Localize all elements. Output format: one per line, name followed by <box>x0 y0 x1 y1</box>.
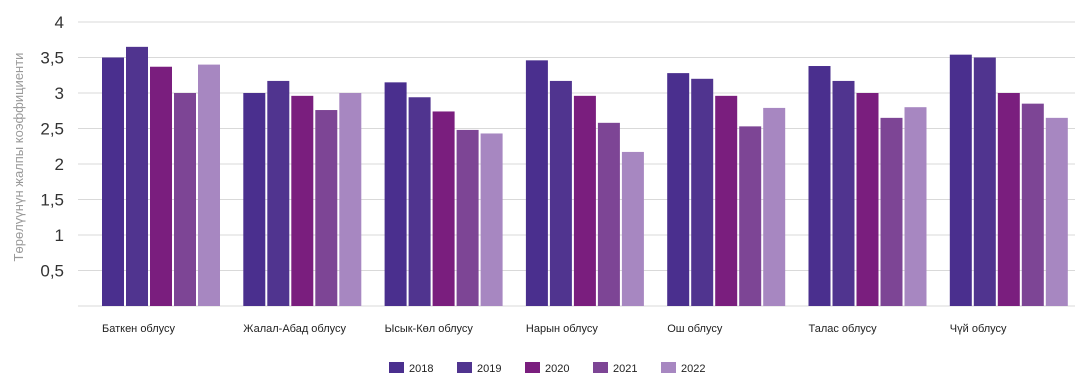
category-label: Чүй облусу <box>950 323 1007 335</box>
bar <box>243 93 266 306</box>
y-tick-label: 1,5 <box>40 191 64 210</box>
y-tick-label: 4 <box>55 13 64 32</box>
bar <box>126 46 148 306</box>
bar <box>973 57 996 306</box>
y-tick-label: 0,5 <box>40 262 64 281</box>
legend: 2018 2019 2020 2021 2022 <box>389 362 705 375</box>
bar <box>480 133 503 306</box>
bar <box>456 129 479 306</box>
bar <box>198 64 220 306</box>
bar <box>1021 103 1044 307</box>
y-axis-label: Төрөлүүнүн жалпы коэффициенти <box>11 53 26 262</box>
category-label: Нарын облусу <box>526 323 598 335</box>
bar <box>715 95 738 306</box>
y-tick-label: 3 <box>55 84 64 103</box>
y-axis-ticks: 0,5 1 1,5 2 2,5 3 3,5 4 <box>40 13 64 281</box>
bar <box>408 97 431 306</box>
bar <box>997 93 1020 306</box>
legend-swatch <box>525 362 540 373</box>
legend-swatch <box>389 362 404 373</box>
bar <box>432 111 455 307</box>
bar <box>174 93 196 306</box>
bar <box>315 110 338 306</box>
bar <box>880 117 903 306</box>
y-tick-label: 2,5 <box>40 120 64 139</box>
bar <box>667 73 690 307</box>
category-label: Ош облусу <box>667 323 723 335</box>
legend-label: 2019 <box>477 363 501 375</box>
legend-label: 2018 <box>409 363 433 375</box>
legend-swatch <box>661 362 676 373</box>
bar <box>150 66 172 306</box>
legend-label: 2022 <box>681 363 705 375</box>
bar <box>691 78 714 306</box>
bar <box>384 82 407 306</box>
bar <box>832 80 855 307</box>
x-axis-categories: Баткен облусу Жалал-Абад облусу Ысык-Көл о… <box>102 323 1007 335</box>
bar <box>102 57 124 306</box>
category-label: Талас облусу <box>809 323 878 335</box>
bar <box>291 95 314 306</box>
legend-swatch <box>593 362 608 373</box>
y-tick-label: 3,5 <box>40 49 64 68</box>
bar <box>949 54 972 306</box>
bar <box>339 93 362 306</box>
y-tick-label: 2 <box>55 155 64 174</box>
bars <box>102 46 1068 307</box>
category-label: Баткен облусу <box>102 323 176 335</box>
legend-label: 2021 <box>613 363 637 375</box>
bar <box>808 66 831 307</box>
bar <box>904 107 927 306</box>
bar <box>267 80 290 307</box>
bar <box>573 95 596 306</box>
bar <box>549 80 572 307</box>
category-label: Жалал-Абад облусу <box>243 323 346 335</box>
bar <box>621 151 644 306</box>
legend-swatch <box>457 362 472 373</box>
bar <box>525 60 548 307</box>
y-tick-label: 1 <box>55 226 64 245</box>
legend-label: 2020 <box>545 363 569 375</box>
bar <box>739 126 762 307</box>
bar <box>597 122 620 306</box>
category-label: Ысык-Көл облусу <box>385 323 474 335</box>
bar <box>763 107 786 306</box>
bar <box>856 93 879 306</box>
bar <box>1045 117 1068 306</box>
